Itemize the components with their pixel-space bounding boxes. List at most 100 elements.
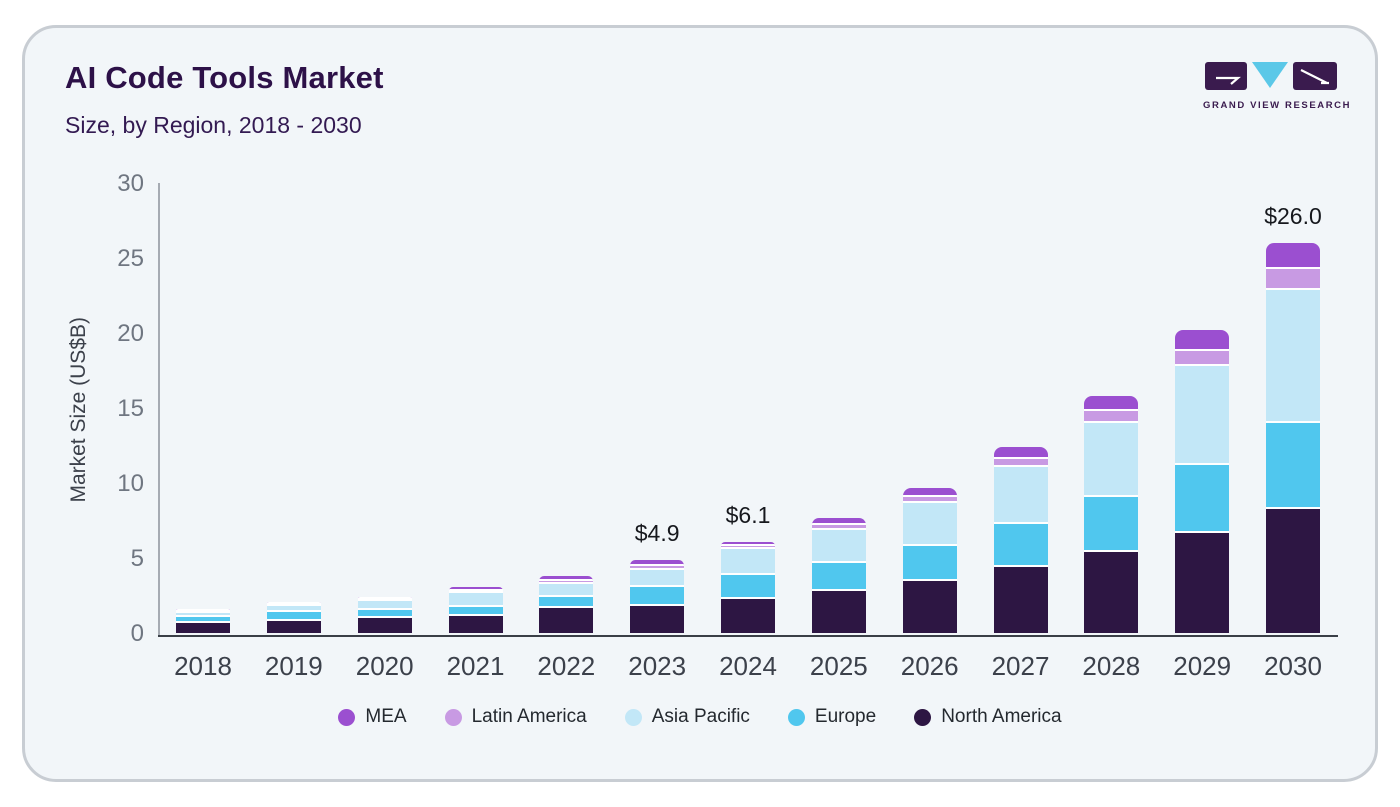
bar-2023-segment-mea[interactable] xyxy=(630,559,685,566)
bar-2024-segment-asia-pacific[interactable] xyxy=(721,549,775,575)
bar-2026[interactable] xyxy=(902,487,957,633)
x-tick-2023: 2023 xyxy=(628,651,687,681)
legend-item-mea[interactable]: MEA xyxy=(338,706,407,728)
bar-2030-segment-mea[interactable] xyxy=(1266,243,1320,269)
x-tick-2019: 2019 xyxy=(264,651,323,681)
legend-item-europe[interactable]: Europe xyxy=(787,706,876,728)
bar-2020-segment-north-america[interactable] xyxy=(357,618,412,633)
bar-2029-segment-mea[interactable] xyxy=(1175,330,1230,351)
bar-2022-segment-europe[interactable] xyxy=(539,597,594,608)
bar-2019-segment-asia-pacific[interactable] xyxy=(266,606,321,612)
bar-2025-segment-latin-america[interactable] xyxy=(811,525,866,530)
bar-2020-segment-latin-america[interactable] xyxy=(357,598,412,601)
bar-2023-segment-north-america[interactable] xyxy=(630,606,685,633)
bar-2029[interactable] xyxy=(1175,330,1230,633)
bar-2024-segment-mea[interactable] xyxy=(721,541,775,546)
bar-2023-segment-latin-america[interactable] xyxy=(630,565,685,570)
bar-2019[interactable] xyxy=(266,602,321,633)
bar-2020-segment-europe[interactable] xyxy=(357,609,412,618)
bar-2030-segment-asia-pacific[interactable] xyxy=(1266,289,1320,423)
legend-item-latin-america[interactable]: Latin America xyxy=(444,706,587,728)
y-tick-20: 20 xyxy=(117,320,144,347)
legend-label-mea: MEA xyxy=(365,706,407,727)
bar-2027-segment-latin-america[interactable] xyxy=(993,459,1048,467)
bar-2027-segment-europe[interactable] xyxy=(993,523,1048,567)
bar-2025-segment-north-america[interactable] xyxy=(811,591,866,633)
bar-2026-segment-north-america[interactable] xyxy=(902,580,957,633)
bar-2022-segment-mea[interactable] xyxy=(539,576,594,582)
bar-2023[interactable] xyxy=(630,559,685,633)
bar-2025-segment-europe[interactable] xyxy=(811,562,866,591)
gvr-logo: GRAND VIEW RESEARCH xyxy=(1203,61,1350,111)
legend-dot-asia-pacific-icon xyxy=(624,708,642,726)
bar-2027-segment-mea[interactable] xyxy=(993,447,1048,459)
bar-2020-segment-asia-pacific[interactable] xyxy=(357,600,412,610)
bar-2024-segment-north-america[interactable] xyxy=(721,598,775,633)
legend-dot-europe-icon xyxy=(787,708,805,726)
bar-2026-segment-mea[interactable] xyxy=(902,487,957,497)
bar-2018-segment-europe[interactable] xyxy=(176,617,230,623)
legend-dot-north-america-icon xyxy=(914,708,932,726)
bar-2018-segment-mea[interactable] xyxy=(176,608,230,611)
bar-2024[interactable] xyxy=(721,541,775,633)
y-tick-10: 10 xyxy=(117,470,144,497)
bar-2021-segment-latin-america[interactable] xyxy=(448,591,503,594)
x-tick-2021: 2021 xyxy=(446,651,505,681)
bar-2030[interactable] xyxy=(1266,243,1320,633)
x-tick-2030: 2030 xyxy=(1264,651,1322,681)
bar-2025-segment-asia-pacific[interactable] xyxy=(811,529,866,563)
bar-2028-segment-asia-pacific[interactable] xyxy=(1084,423,1139,497)
bar-2020-segment-mea[interactable] xyxy=(357,596,412,599)
bar-2029-segment-asia-pacific[interactable] xyxy=(1175,366,1230,465)
bar-2029-segment-europe[interactable] xyxy=(1175,465,1230,533)
bar-2028-segment-mea[interactable] xyxy=(1084,396,1139,411)
bar-2025-segment-mea[interactable] xyxy=(811,517,866,525)
bar-2024-segment-latin-america[interactable] xyxy=(721,546,775,549)
bar-2022-segment-asia-pacific[interactable] xyxy=(539,584,594,597)
bar-2019-segment-north-america[interactable] xyxy=(266,621,321,633)
bar-2026-segment-latin-america[interactable] xyxy=(902,496,957,503)
bar-2020[interactable] xyxy=(357,596,412,633)
chart-legend: MEA Latin America Asia Pacific Europe North … xyxy=(25,706,1375,728)
bar-2028-segment-latin-america[interactable] xyxy=(1084,411,1139,423)
bar-2030-segment-europe[interactable] xyxy=(1266,423,1320,509)
bar-2021-segment-mea[interactable] xyxy=(448,586,503,591)
bar-2021-segment-europe[interactable] xyxy=(448,606,503,616)
bar-2027-segment-asia-pacific[interactable] xyxy=(993,466,1048,524)
legend-item-asia-pacific[interactable]: Asia Pacific xyxy=(624,706,750,728)
bar-2022[interactable] xyxy=(539,576,594,633)
data-label-2023: $4.9 xyxy=(634,519,680,546)
bar-2025[interactable] xyxy=(811,517,866,633)
bar-2026-segment-europe[interactable] xyxy=(902,546,957,581)
legend-label-asia-pacific: Asia Pacific xyxy=(651,706,750,727)
bar-2022-segment-latin-america[interactable] xyxy=(539,581,594,585)
data-label-2030: $26.0 xyxy=(1264,203,1322,229)
bar-2018-segment-north-america[interactable] xyxy=(176,622,230,633)
bar-2030-segment-north-america[interactable] xyxy=(1266,508,1320,633)
bar-2021-segment-north-america[interactable] xyxy=(448,615,503,633)
bar-2028-segment-europe[interactable] xyxy=(1084,496,1139,552)
bar-2023-segment-asia-pacific[interactable] xyxy=(630,570,685,587)
bar-2029-segment-latin-america[interactable] xyxy=(1175,351,1230,366)
bar-2019-segment-europe[interactable] xyxy=(266,612,321,621)
bar-2027[interactable] xyxy=(993,447,1048,633)
bar-2027-segment-north-america[interactable] xyxy=(993,567,1048,633)
bar-2021-segment-asia-pacific[interactable] xyxy=(448,593,503,607)
bar-2019-segment-mea[interactable] xyxy=(266,602,321,604)
x-tick-2018: 2018 xyxy=(174,651,232,681)
bar-2029-segment-north-america[interactable] xyxy=(1175,532,1230,633)
bar-2023-segment-europe[interactable] xyxy=(630,586,685,606)
bar-2026-segment-asia-pacific[interactable] xyxy=(902,502,957,546)
legend-item-north-america[interactable]: North America xyxy=(914,706,1062,728)
bar-2018-segment-latin-america[interactable] xyxy=(176,610,230,613)
bar-2028[interactable] xyxy=(1084,396,1139,633)
x-axis-line xyxy=(158,635,1338,637)
bar-2028-segment-north-america[interactable] xyxy=(1084,552,1139,633)
bar-2024-segment-europe[interactable] xyxy=(721,574,775,599)
bar-2022-segment-north-america[interactable] xyxy=(539,607,594,633)
bar-2018-segment-asia-pacific[interactable] xyxy=(176,612,230,618)
bar-2018[interactable] xyxy=(176,608,230,633)
bar-2021[interactable] xyxy=(448,586,503,633)
bar-2019-segment-latin-america[interactable] xyxy=(266,604,321,606)
bar-2030-segment-latin-america[interactable] xyxy=(1266,268,1320,290)
